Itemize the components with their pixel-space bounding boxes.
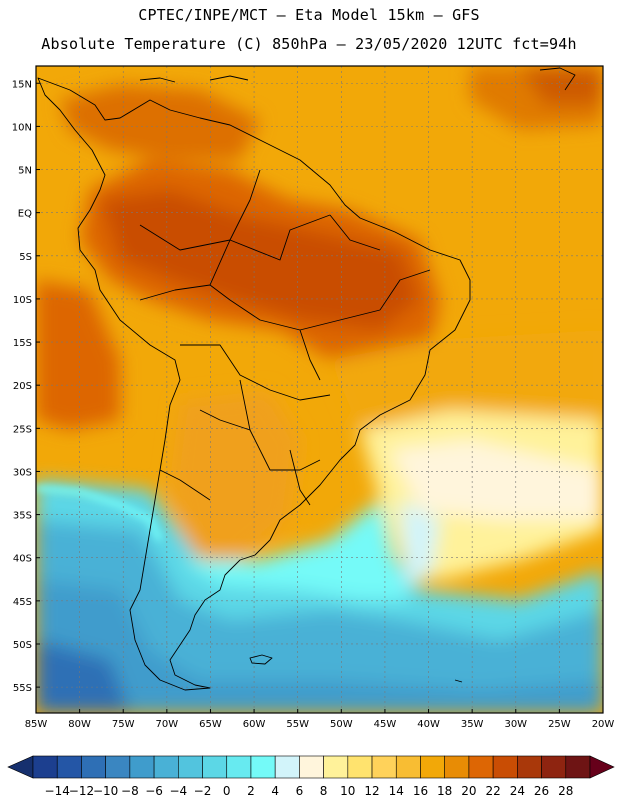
colorbar-swatch [420, 755, 445, 779]
longitude-label: 45W [374, 719, 397, 730]
colorbar-swatch [347, 755, 373, 779]
colorbar-swatch [32, 755, 58, 779]
colorbar-label: 14 [389, 784, 404, 798]
latitude-label: 55S [13, 683, 32, 694]
colorbar-swatch [395, 755, 421, 779]
colorbar-swatch [250, 755, 276, 779]
latitude-label: 50S [13, 640, 32, 651]
longitude-label: 40W [417, 719, 440, 730]
colorbar-swatch [492, 755, 518, 779]
colorbar-label: 10 [340, 784, 355, 798]
colorbar-swatch [129, 755, 155, 779]
longitude-label: 65W [199, 719, 222, 730]
latitude-labels: 15N 10N 5N EQ 5S 10S 15S 20S 25S 30S 35S 40S 45S 50S 5… [12, 79, 40, 694]
longitude-label: 35W [461, 719, 484, 730]
colorbar-swatch [274, 755, 300, 779]
colorbar-label: 12 [364, 784, 379, 798]
colorbar-swatch [178, 755, 203, 779]
colorbar-swatch [226, 755, 252, 779]
colorbar-label: −6 [145, 784, 163, 798]
latitude-label: 15S [13, 338, 32, 349]
colorbar-over-arrow [589, 755, 615, 779]
longitude-label: 25W [548, 719, 571, 730]
colorbar-under-arrow [7, 755, 34, 779]
colorbar-label: −12 [69, 784, 94, 798]
latitude-label: 5N [18, 166, 32, 177]
colorbar-swatch [299, 755, 324, 779]
map-title-line1: CPTEC/INPE/MCT – Eta Model 15km – GFS [138, 6, 480, 24]
longitude-label: 30W [504, 719, 527, 730]
colorbar-swatch [517, 755, 542, 779]
longitude-label: 60W [243, 719, 266, 730]
colorbar-label: −14 [45, 784, 70, 798]
colorbar-swatch [202, 755, 228, 779]
longitude-label: 85W [25, 719, 48, 730]
colorbar-label: 24 [510, 784, 525, 798]
latitude-label: 45S [13, 597, 32, 608]
colorbar-label: −10 [93, 784, 118, 798]
colorbar-label: −8 [121, 784, 139, 798]
colorbar-label: 20 [461, 784, 476, 798]
longitude-label: 80W [68, 719, 91, 730]
colorbar-swatch [56, 755, 82, 779]
map-title-line2: Absolute Temperature (C) 850hPa – 23/05/… [41, 35, 577, 53]
latitude-label: 40S [13, 554, 32, 565]
colorbar-label: 22 [485, 784, 500, 798]
latitude-label: EQ [18, 209, 32, 220]
colorbar-label: 26 [534, 784, 549, 798]
colorbar-swatch [468, 755, 494, 779]
latitude-label: 10N [12, 122, 32, 133]
colorbar [7, 755, 615, 779]
longitude-label: 50W [330, 719, 353, 730]
longitude-label: 75W [112, 719, 135, 730]
colorbar-swatch [153, 755, 179, 779]
colorbar-swatch [565, 755, 591, 779]
colorbar-label: −4 [169, 784, 187, 798]
colorbar-label: 4 [271, 784, 279, 798]
colorbar-label: 16 [413, 784, 428, 798]
longitude-label: 70W [156, 719, 179, 730]
colorbar-label: 6 [296, 784, 304, 798]
latitude-label: 30S [13, 467, 32, 478]
colorbar-swatch [541, 755, 567, 779]
colorbar-label: −2 [194, 784, 212, 798]
colorbar-swatch [105, 755, 131, 779]
latitude-label: 25S [13, 424, 32, 435]
colorbar-label: 2 [247, 784, 255, 798]
colorbar-swatch [323, 755, 349, 779]
latitude-label: 35S [13, 511, 32, 522]
longitude-label: 55W [286, 719, 309, 730]
colorbar-swatch [81, 755, 106, 779]
map-frame [35, 65, 604, 714]
latitude-label: 10S [13, 295, 32, 306]
colorbar-label: 18 [437, 784, 452, 798]
coastline [37, 67, 576, 691]
colorbar-label: 28 [558, 784, 573, 798]
colorbar-swatch [444, 755, 470, 779]
temperature-field [36, 66, 603, 713]
latitude-label: 15N [12, 79, 32, 90]
latitude-label: 20S [13, 381, 32, 392]
colorbar-swatch [371, 755, 397, 779]
longitude-label: 20W [592, 719, 615, 730]
colorbar-label: 0 [223, 784, 231, 798]
colorbar-labels: −14−12−10 −8 −6 −4 −2 0 2 4 6 8 10 12 14 16 18 20 22 24 26… [45, 784, 574, 798]
colorbar-label: 8 [320, 784, 328, 798]
latitude-label: 5S [19, 252, 32, 263]
longitude-labels: 85W 80W 75W 70W 65W 60W 55W 50W 45W 40W 35W 30W 25W 2… [25, 709, 615, 730]
